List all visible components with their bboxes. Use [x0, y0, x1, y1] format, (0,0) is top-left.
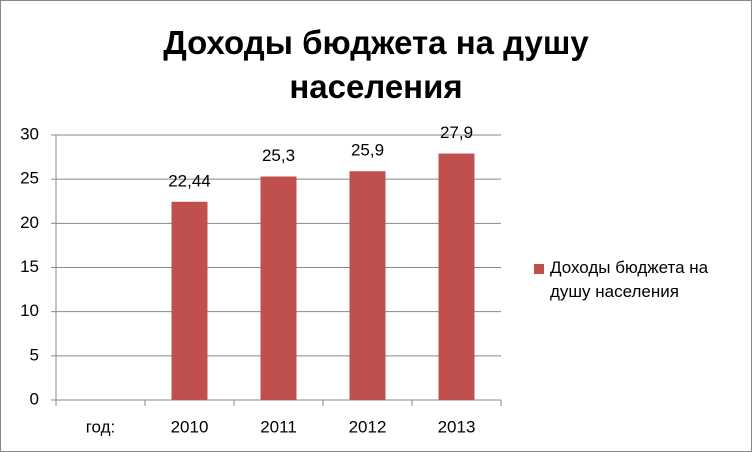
x-tick-label: 2013	[438, 417, 476, 436]
bar	[260, 176, 297, 400]
y-tick-label: 15	[20, 257, 39, 276]
value-label: 25,9	[351, 141, 384, 160]
x-tick-label: 2012	[349, 417, 387, 436]
bar	[171, 201, 208, 400]
y-tick-label: 25	[20, 169, 39, 188]
x-tick-label: 2011	[260, 417, 297, 436]
legend-label: Доходы бюджета на душу населения	[550, 258, 709, 301]
y-tick-label: 20	[20, 213, 39, 232]
y-tick-label: 5	[30, 345, 39, 364]
value-label: 27,9	[440, 123, 473, 142]
bar	[349, 171, 386, 400]
y-tick-label: 10	[20, 301, 39, 320]
value-label: 25,3	[262, 146, 295, 165]
x-tick-label: год:	[86, 417, 116, 436]
x-tick-label: 2010	[171, 417, 209, 436]
value-label: 22,44	[168, 171, 211, 190]
bar	[438, 153, 475, 400]
y-tick-label: 0	[30, 389, 39, 408]
y-tick-label: 30	[20, 124, 39, 143]
legend-swatch	[534, 264, 544, 274]
chart-title: Доходы бюджета на душу населения	[163, 24, 589, 105]
